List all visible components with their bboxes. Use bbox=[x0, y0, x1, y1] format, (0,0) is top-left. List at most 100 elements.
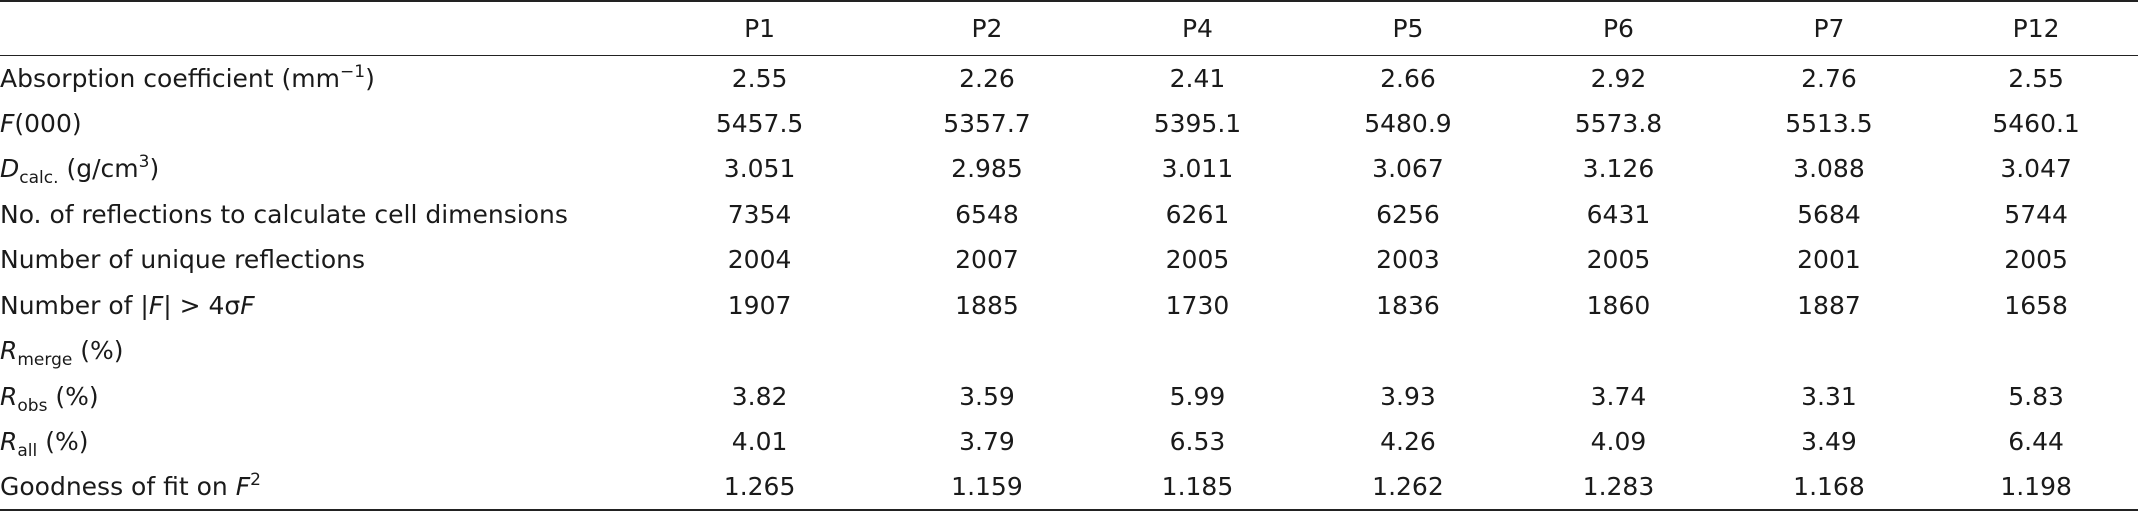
table-cell: 2005 bbox=[1586, 245, 1651, 275]
table-cell: 6261 bbox=[1165, 199, 1230, 229]
table-cell: 1.185 bbox=[1092, 464, 1303, 511]
table-cell: 6256 bbox=[1376, 199, 1440, 229]
column-header: P2 bbox=[881, 0, 1093, 56]
row-label-r-obs: Robs (%) bbox=[0, 381, 99, 416]
table-cell: 2.26 bbox=[959, 63, 1015, 93]
row-label-goodness-of-fit: Goodness of fit on F2 bbox=[0, 464, 638, 511]
table-cell: 3.49 bbox=[1801, 427, 1857, 457]
table-cell: 1.262 bbox=[1302, 464, 1514, 511]
table-row: Number of |F| > 4σF 1907 1885 1730 1836 … bbox=[0, 283, 2138, 329]
table-cell: 3.31 bbox=[1801, 381, 1857, 411]
column-header: P4 bbox=[1092, 0, 1303, 56]
table-cell: 3.051 bbox=[723, 154, 796, 184]
table-cell bbox=[1303, 328, 1514, 374]
table-cell: 5.83 bbox=[2008, 381, 2064, 411]
table-cell: 2005 bbox=[2004, 245, 2068, 275]
table-cell: 1730 bbox=[1165, 290, 1230, 320]
column-header: P7 bbox=[1723, 0, 1935, 56]
table-cell: 1.265 bbox=[637, 464, 882, 511]
table-cell: 7354 bbox=[727, 199, 792, 229]
row-label-r-all: Rall (%) bbox=[0, 427, 89, 462]
table-cell: 3.067 bbox=[1372, 154, 1444, 184]
table-cell: 2004 bbox=[727, 245, 792, 275]
table-cell: 5573.8 bbox=[1574, 108, 1663, 138]
table-cell bbox=[1934, 328, 2138, 374]
table-cell: 1887 bbox=[1797, 290, 1861, 320]
table-cell: 4.26 bbox=[1380, 427, 1436, 457]
table-cell: 6.53 bbox=[1169, 427, 1226, 457]
table-row: F(000) 5457.5 5357.7 5395.1 5480.9 5573.… bbox=[0, 101, 2138, 147]
table-cell: 6431 bbox=[1586, 199, 1651, 229]
table-cell bbox=[637, 328, 881, 374]
table-cell: 3.79 bbox=[959, 427, 1015, 457]
table-cell: 1658 bbox=[2004, 290, 2068, 320]
table-cell: 2.92 bbox=[1590, 63, 1647, 93]
column-header: P1 bbox=[637, 0, 882, 56]
table-cell: 1.283 bbox=[1513, 464, 1724, 511]
column-header: P12 bbox=[1934, 0, 2138, 56]
header-row: P1 P2 P4 P5 P6 P7 P12 bbox=[0, 0, 2138, 56]
crystallographic-data-table: P1 P2 P4 P5 P6 P7 P12 Absorption coeffic… bbox=[0, 0, 2138, 511]
table-row: No. of reflections to calculate cell dim… bbox=[0, 192, 2138, 238]
table-cell: 1885 bbox=[955, 290, 1019, 320]
table-row: Number of unique reflections 2004 2007 2… bbox=[0, 237, 2138, 283]
table-cell bbox=[1724, 328, 1935, 374]
table-cell: 5460.1 bbox=[1992, 108, 2080, 138]
row-label-absorption: Absorption coefficient (mm−1) bbox=[0, 61, 375, 93]
table-cell: 6548 bbox=[955, 199, 1019, 229]
table-cell: 2005 bbox=[1165, 245, 1230, 275]
row-label-r-merge: Rmerge (%) bbox=[0, 336, 124, 371]
table-cell: 2.985 bbox=[951, 154, 1023, 184]
table-cell: 5457.5 bbox=[715, 108, 804, 138]
table-cell: 3.047 bbox=[2000, 154, 2072, 184]
table-cell: 5684 bbox=[1797, 199, 1861, 229]
table-cell: 6.44 bbox=[2008, 427, 2064, 457]
table-cell: 4.09 bbox=[1590, 427, 1647, 457]
table-cell: 3.126 bbox=[1582, 154, 1655, 184]
table-row: Goodness of fit on F2 1.265 1.159 1.185 … bbox=[0, 464, 2138, 511]
table-cell: 4.01 bbox=[731, 427, 788, 457]
table-cell: 2.76 bbox=[1801, 63, 1857, 93]
table-cell: 5513.5 bbox=[1785, 108, 1873, 138]
table-cell: 2003 bbox=[1376, 245, 1440, 275]
table-cell: 5357.7 bbox=[943, 108, 1031, 138]
table-cell: 1907 bbox=[727, 290, 792, 320]
header-blank-cell bbox=[0, 0, 638, 56]
table-row: Rmerge (%) bbox=[0, 328, 2138, 374]
table-row: Absorption coefficient (mm−1) 2.55 2.26 … bbox=[0, 55, 2138, 101]
row-label-f-gt-4sigma: Number of |F| > 4σF bbox=[0, 290, 255, 320]
table-cell: 1836 bbox=[1376, 290, 1440, 320]
table-row: Dcalc. (g/cm3) 3.051 2.985 3.011 3.067 3… bbox=[0, 146, 2138, 192]
table-cell: 5.99 bbox=[1169, 381, 1226, 411]
table-cell: 2001 bbox=[1797, 245, 1861, 275]
column-header: P6 bbox=[1513, 0, 1724, 56]
row-label-unique-reflections: Number of unique reflections bbox=[0, 245, 365, 275]
row-label-reflections-cell: No. of reflections to calculate cell dim… bbox=[0, 199, 568, 229]
table-cell: 3.74 bbox=[1590, 381, 1647, 411]
table-cell: 2.41 bbox=[1169, 63, 1226, 93]
table-cell bbox=[1092, 328, 1303, 374]
table-cell: 1.198 bbox=[1934, 464, 2138, 511]
table-cell: 3.82 bbox=[731, 381, 788, 411]
table-cell: 3.088 bbox=[1793, 154, 1865, 184]
table-cell: 2.55 bbox=[731, 63, 788, 93]
table-cell bbox=[882, 328, 1093, 374]
table-cell: 3.59 bbox=[959, 381, 1015, 411]
row-label-f000: F(000) bbox=[0, 108, 82, 138]
table-cell: 5744 bbox=[2004, 199, 2068, 229]
table-cell: 1.168 bbox=[1723, 464, 1935, 511]
table-cell: 1860 bbox=[1586, 290, 1651, 320]
table-cell: 2.55 bbox=[2008, 63, 2064, 93]
row-label-dcalc: Dcalc. (g/cm3) bbox=[0, 152, 160, 189]
table-row: Robs (%) 3.82 3.59 5.99 3.93 3.74 3.31 5… bbox=[0, 374, 2138, 420]
table-cell: 1.159 bbox=[881, 464, 1093, 511]
column-header: P5 bbox=[1302, 0, 1514, 56]
table-cell: 3.011 bbox=[1161, 154, 1234, 184]
table-row: Rall (%) 4.01 3.79 6.53 4.26 4.09 3.49 6… bbox=[0, 419, 2138, 465]
table-cell: 2.66 bbox=[1380, 63, 1436, 93]
table-cell: 5480.9 bbox=[1364, 108, 1452, 138]
table-cell: 3.93 bbox=[1380, 381, 1436, 411]
table-cell bbox=[1513, 328, 1724, 374]
table-cell: 5395.1 bbox=[1153, 108, 1242, 138]
